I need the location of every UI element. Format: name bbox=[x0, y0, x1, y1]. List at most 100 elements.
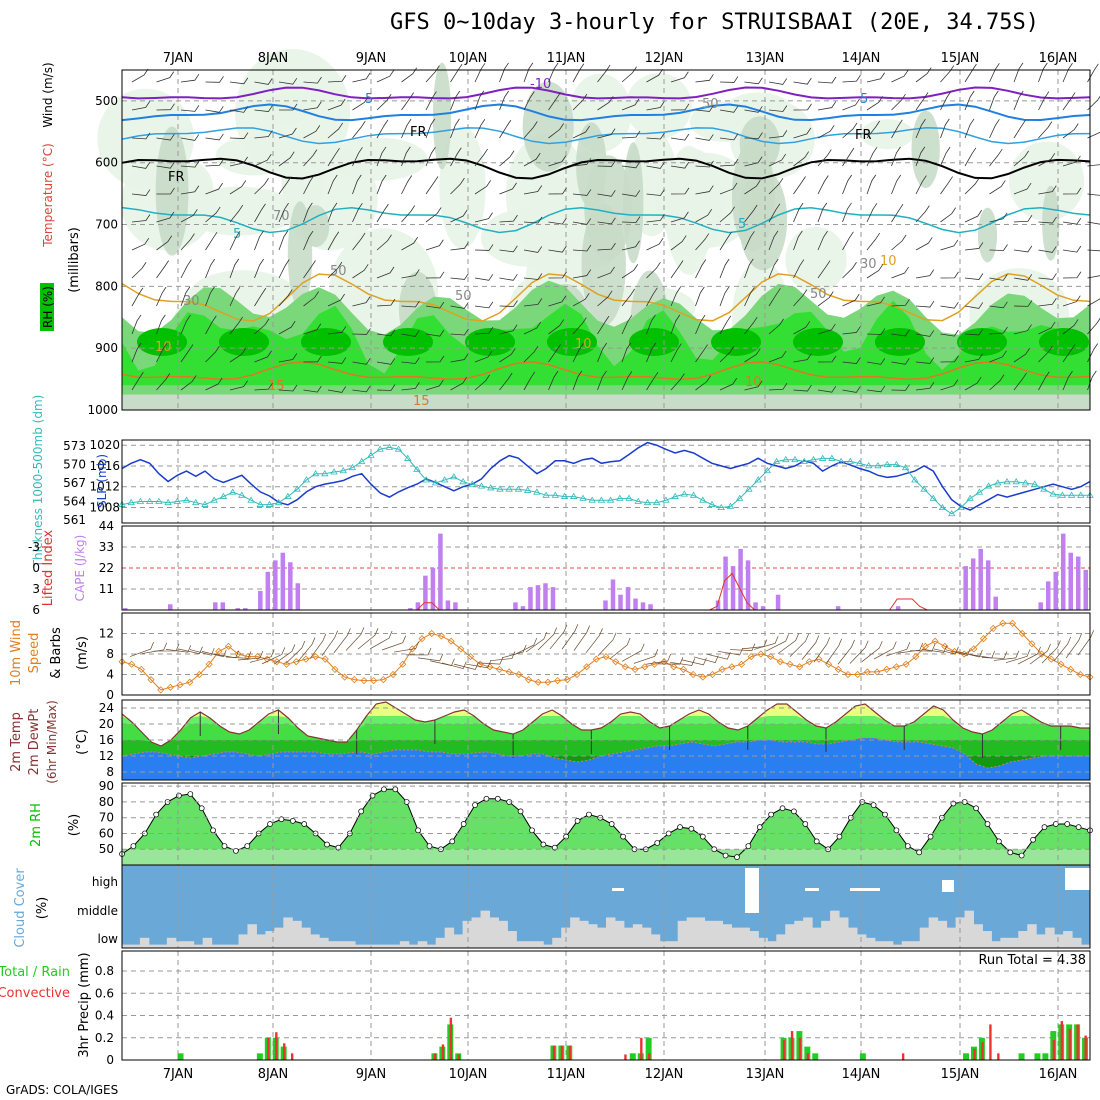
wind-barb bbox=[866, 296, 885, 307]
wind-barb bbox=[548, 245, 567, 253]
rh2m-marker bbox=[768, 811, 774, 818]
wind-barb bbox=[817, 175, 829, 195]
isotherm-15 bbox=[121, 361, 1091, 381]
thickness-marker bbox=[957, 503, 965, 511]
wind-barb bbox=[989, 63, 1000, 83]
wind-barb bbox=[205, 231, 218, 251]
rh-core bbox=[1039, 328, 1089, 356]
wind-barb bbox=[891, 119, 903, 139]
low-cloud-bar bbox=[364, 944, 374, 948]
wind-barb bbox=[670, 373, 685, 391]
rh-core bbox=[219, 328, 269, 356]
wind-barb bbox=[474, 244, 494, 251]
panel-frame bbox=[121, 699, 1091, 781]
wind-barb bbox=[909, 644, 936, 652]
slp-tick-label: 1008 bbox=[89, 500, 120, 514]
wind-barb bbox=[695, 375, 712, 391]
wind-speed-marker bbox=[737, 660, 746, 668]
wind-barb bbox=[352, 174, 362, 195]
wind-barb bbox=[1062, 217, 1082, 225]
wind-barb bbox=[303, 355, 322, 363]
cape-bar bbox=[265, 571, 271, 610]
low-cloud-bar bbox=[767, 941, 777, 948]
cape-axis-label: CAPE (J/kg) bbox=[73, 535, 87, 602]
wind-barb bbox=[321, 630, 338, 656]
wind-speed-marker bbox=[602, 652, 610, 661]
wind-barb bbox=[165, 645, 192, 653]
wind-barb bbox=[369, 630, 393, 650]
wind-barb bbox=[1087, 370, 1097, 391]
dewpoint-line bbox=[121, 737, 1090, 769]
thickness-marker bbox=[818, 454, 827, 461]
wind-barb bbox=[429, 658, 455, 667]
wind-barb bbox=[229, 180, 247, 195]
wind-barb bbox=[891, 93, 906, 111]
wind-barb bbox=[425, 146, 436, 167]
rh2m-marker bbox=[278, 816, 285, 823]
wind-barb bbox=[425, 176, 439, 195]
wind-barb bbox=[229, 380, 248, 391]
wind-barb bbox=[450, 209, 468, 223]
temp-line bbox=[121, 701, 1090, 747]
rh-core bbox=[301, 328, 351, 356]
low-cloud-bar bbox=[892, 944, 903, 948]
wind-speed-marker bbox=[515, 670, 523, 679]
thickness-marker bbox=[348, 463, 357, 471]
wind-barb bbox=[156, 103, 175, 111]
wind-barb bbox=[842, 98, 860, 111]
wind-barb bbox=[180, 233, 195, 251]
wind-barb bbox=[597, 190, 616, 197]
wind-barb bbox=[891, 266, 909, 279]
cape-tick-label: 11 bbox=[99, 582, 114, 596]
thickness-marker bbox=[404, 454, 412, 461]
low-cloud-bar bbox=[498, 920, 508, 948]
thickness-marker bbox=[265, 500, 274, 507]
thickness-marker bbox=[339, 466, 347, 474]
thickness-marker bbox=[975, 488, 984, 495]
wind-barb bbox=[793, 127, 812, 139]
wind-barb bbox=[499, 274, 518, 281]
thickness-marker bbox=[689, 491, 698, 498]
wind-barb bbox=[817, 230, 828, 251]
low-cloud-bar bbox=[319, 937, 329, 948]
cape-bar bbox=[633, 598, 638, 610]
wind-barb bbox=[801, 635, 820, 660]
wind-speed-marker bbox=[1038, 650, 1046, 658]
wind-barb bbox=[940, 118, 950, 139]
wind-barb bbox=[813, 637, 831, 663]
thickness-tick-label: 573 bbox=[63, 439, 86, 453]
wind-barb bbox=[670, 235, 687, 251]
wind-speed-marker bbox=[670, 663, 678, 671]
wind-barb bbox=[572, 317, 587, 335]
low-cloud-bar bbox=[928, 917, 939, 948]
wind-speed-marker bbox=[786, 660, 794, 668]
wind-barb bbox=[744, 106, 763, 113]
wind-barb bbox=[205, 258, 216, 279]
wind-barb bbox=[425, 65, 440, 83]
wind-barb bbox=[572, 218, 592, 225]
wind-barb bbox=[793, 321, 811, 335]
low-cloud-bar bbox=[614, 920, 625, 948]
slp-tick-label: 1016 bbox=[89, 459, 120, 473]
wind-speed-marker bbox=[505, 668, 513, 676]
wind-barb bbox=[548, 155, 567, 167]
thickness-marker bbox=[874, 462, 882, 469]
wind-barb bbox=[278, 202, 289, 223]
wind-barb bbox=[254, 178, 269, 195]
low-cloud-bar bbox=[597, 927, 607, 948]
wind-barb bbox=[425, 301, 445, 309]
wind-barb bbox=[572, 343, 584, 363]
cape-bar bbox=[415, 602, 421, 610]
wind-barb bbox=[744, 77, 763, 85]
wind-tick-label: 12 bbox=[99, 627, 114, 641]
wind-speed-marker bbox=[302, 655, 310, 663]
wind-barb bbox=[205, 182, 223, 195]
cape-panel: -3 0 3 6 44 33 22 11 Lifted Index CAPE (J/kg) bbox=[28, 519, 1091, 617]
low-cloud-bar bbox=[256, 934, 266, 948]
wind-barb bbox=[842, 74, 861, 83]
wind-barb bbox=[940, 271, 959, 279]
slp-tick-label: 1012 bbox=[89, 480, 120, 494]
wind-barb bbox=[156, 161, 175, 169]
wind-barb bbox=[842, 261, 857, 279]
